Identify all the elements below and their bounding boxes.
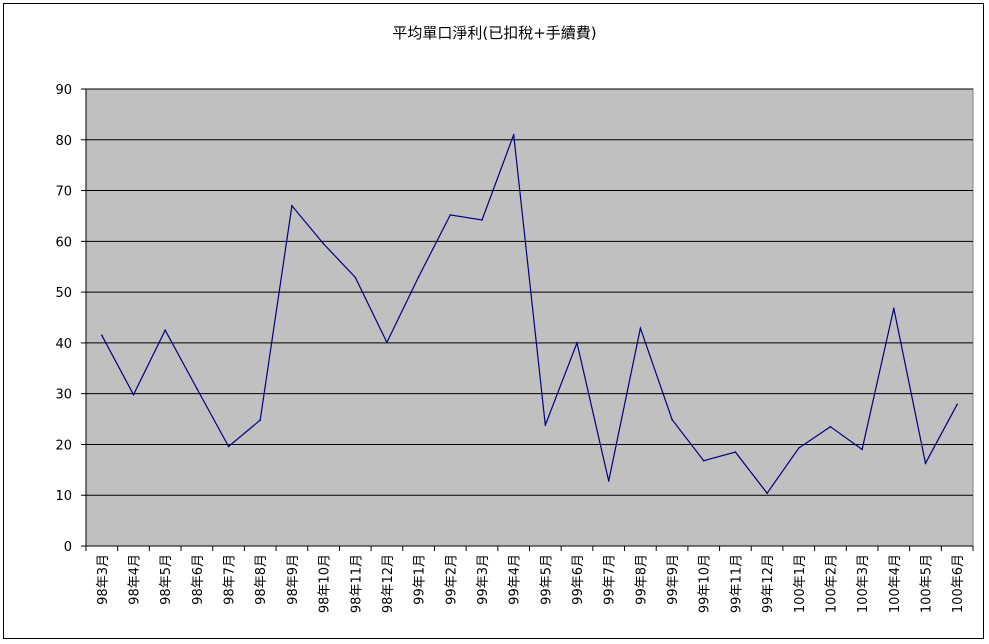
data-point xyxy=(291,204,293,207)
y-tick-label: 0 xyxy=(64,540,72,555)
data-point xyxy=(259,419,262,421)
data-point xyxy=(607,480,610,482)
data-point xyxy=(702,459,705,462)
data-point xyxy=(481,219,483,221)
x-tick-label: 99年6月 xyxy=(571,554,586,605)
x-tick-label: 99年2月 xyxy=(444,554,459,605)
x-tick-label: 99年10月 xyxy=(698,554,713,613)
x-tick-label: 100年6月 xyxy=(951,554,966,613)
x-tick-label: 99年5月 xyxy=(539,554,554,605)
x-tick-label: 100年2月 xyxy=(824,554,839,613)
data-point xyxy=(671,418,673,421)
y-tick-label: 30 xyxy=(55,388,72,403)
y-tick-label: 40 xyxy=(55,337,72,352)
data-point xyxy=(544,424,547,426)
y-tick-label: 50 xyxy=(55,286,72,301)
y-tick-label: 90 xyxy=(55,83,72,98)
y-tick-label: 70 xyxy=(55,185,72,200)
x-tick-label: 99年11月 xyxy=(729,554,744,613)
x-tick-label: 98年4月 xyxy=(128,554,143,605)
x-tick-label: 99年4月 xyxy=(508,554,523,605)
data-point xyxy=(322,243,325,245)
x-tick-label: 99年3月 xyxy=(476,554,491,605)
x-tick-label: 100年3月 xyxy=(856,554,871,613)
plot-area xyxy=(85,88,974,547)
y-tick-label: 10 xyxy=(55,489,72,504)
series-line xyxy=(101,134,958,495)
data-point xyxy=(449,214,452,216)
x-tick-label: 98年9月 xyxy=(286,554,301,605)
data-point xyxy=(924,462,927,465)
data-point xyxy=(101,334,103,337)
data-point xyxy=(227,445,230,448)
data-point xyxy=(956,403,958,406)
x-tick-label: 100年5月 xyxy=(919,554,934,613)
data-point xyxy=(196,387,198,390)
y-tick-label: 80 xyxy=(55,134,72,149)
data-point xyxy=(639,327,642,329)
x-tick-label: 98年5月 xyxy=(159,554,174,605)
x-tick-label: 100年4月 xyxy=(888,554,903,613)
data-point xyxy=(132,393,135,396)
x-tick-label: 98年7月 xyxy=(223,554,238,605)
x-tick-label: 99年1月 xyxy=(413,554,428,605)
x-tick-label: 99年12月 xyxy=(761,554,776,613)
x-tick-label: 98年6月 xyxy=(191,554,206,605)
data-point xyxy=(893,307,895,310)
data-point xyxy=(797,447,800,449)
x-tick-label: 98年8月 xyxy=(254,554,269,605)
data-point xyxy=(386,341,388,344)
data-point xyxy=(417,276,420,278)
data-point xyxy=(164,329,166,331)
data-point xyxy=(734,451,737,453)
x-tick-label: 98年10月 xyxy=(318,554,333,613)
x-tick-label: 99年8月 xyxy=(634,554,649,605)
x-tick-label: 98年12月 xyxy=(381,554,396,613)
x-tick-label: 98年3月 xyxy=(96,554,111,605)
data-point xyxy=(829,425,832,428)
x-tick-label: 100年1月 xyxy=(793,554,808,613)
data-point xyxy=(576,342,578,344)
chart-title: 平均單口淨利(已扣稅+手續費) xyxy=(392,24,597,42)
y-tick-label: 60 xyxy=(55,235,72,250)
data-point xyxy=(861,448,863,451)
data-point xyxy=(512,133,515,136)
y-tick-label: 20 xyxy=(55,438,72,453)
data-point xyxy=(354,276,357,279)
x-tick-label: 99年7月 xyxy=(603,554,618,605)
x-tick-label: 99年9月 xyxy=(666,554,681,605)
x-tick-label: 98年11月 xyxy=(349,554,364,613)
data-point xyxy=(766,492,768,494)
